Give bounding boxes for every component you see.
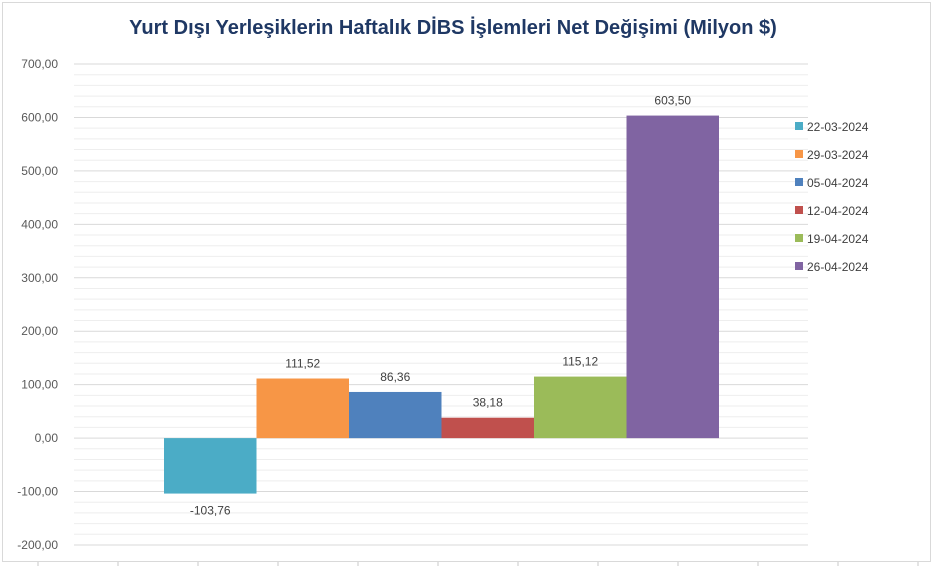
y-tick-label: 200,00 [21, 324, 58, 338]
y-tick-label: 500,00 [21, 164, 58, 178]
y-tick-label: 400,00 [21, 217, 58, 231]
legend-label: 12-04-2024 [807, 204, 869, 218]
legend-swatch [795, 234, 803, 242]
sheet-column-markers [37, 562, 919, 566]
legend-swatch [795, 206, 803, 214]
y-tick-label: 100,00 [21, 378, 58, 392]
y-tick-label: 600,00 [21, 110, 58, 124]
data-label: 86,36 [380, 370, 410, 384]
y-tick-label: 700,00 [21, 57, 58, 71]
data-label: 115,12 [562, 355, 598, 369]
legend-swatch [795, 122, 803, 130]
y-tick-label: 0,00 [35, 431, 59, 445]
data-label: 603,50 [654, 94, 691, 108]
legend-label: 22-03-2024 [807, 120, 869, 134]
y-tick-label: 300,00 [21, 271, 58, 285]
legend-label: 26-04-2024 [807, 260, 869, 274]
legend-swatch [795, 150, 803, 158]
legend-swatch [795, 178, 803, 186]
data-label: 38,18 [473, 396, 503, 410]
legend-label: 05-04-2024 [807, 176, 869, 190]
y-tick-label: -100,00 [17, 485, 58, 499]
chart-title: Yurt Dışı Yerleşiklerin Haftalık DİBS İş… [129, 17, 777, 39]
data-label: -103,76 [190, 504, 231, 518]
bar-19-04-2024 [534, 376, 627, 439]
bar-29-03-2024 [256, 378, 349, 439]
data-label: 111,52 [285, 357, 320, 371]
bar-22-03-2024 [164, 438, 257, 494]
legend-label: 29-03-2024 [807, 148, 869, 162]
legend-swatch [795, 262, 803, 270]
bar-26-04-2024 [626, 115, 719, 439]
bar-12-04-2024 [441, 417, 534, 439]
bar-05-04-2024 [349, 391, 442, 439]
legend-label: 19-04-2024 [807, 232, 869, 246]
y-tick-label: -200,00 [17, 538, 58, 552]
